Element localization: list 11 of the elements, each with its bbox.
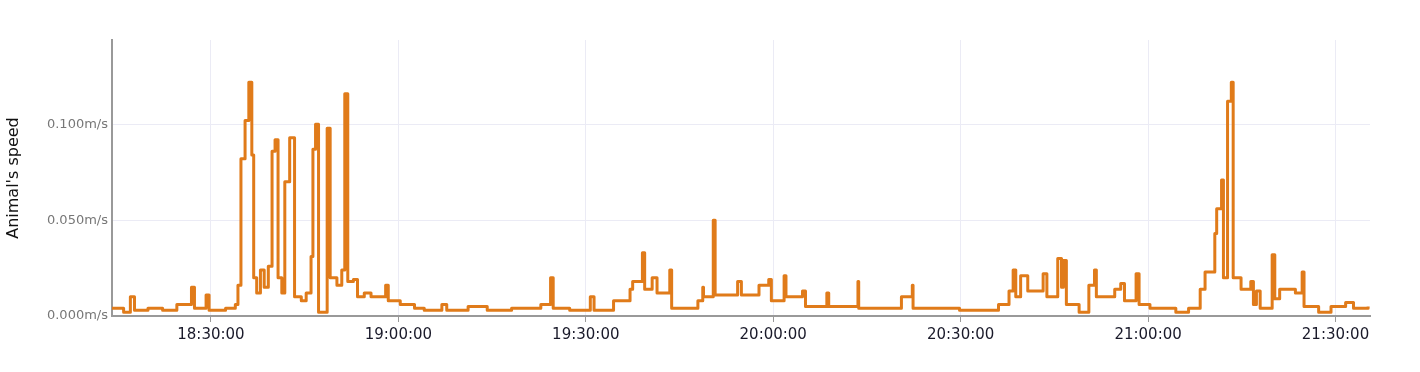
x-tick-label: 21:30:00	[1301, 324, 1370, 343]
x-tick-label: 19:30:00	[552, 324, 620, 343]
y-tick-label: 0.050m/s	[46, 211, 109, 227]
y-tick-label: 0.000m/s	[46, 307, 109, 323]
x-tick-label: 18:30:00	[177, 324, 245, 343]
x-tick-label: 20:30:00	[926, 324, 995, 343]
y-tick-label: 0.100m/s	[46, 115, 109, 131]
y-axis-title: Animal's speed	[2, 117, 22, 239]
x-tick-label: 19:00:00	[364, 324, 433, 343]
x-tick-label: 21:00:00	[1114, 324, 1182, 343]
x-tick-label: 20:00:00	[739, 324, 807, 343]
